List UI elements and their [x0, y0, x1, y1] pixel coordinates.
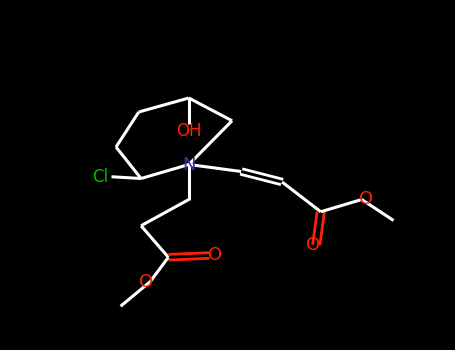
Text: O: O [359, 190, 374, 209]
Text: O: O [305, 236, 320, 254]
Text: O: O [139, 273, 154, 291]
Text: O: O [207, 246, 222, 265]
Text: Cl: Cl [92, 168, 108, 186]
Text: OH: OH [176, 122, 202, 140]
Text: N: N [182, 155, 196, 174]
